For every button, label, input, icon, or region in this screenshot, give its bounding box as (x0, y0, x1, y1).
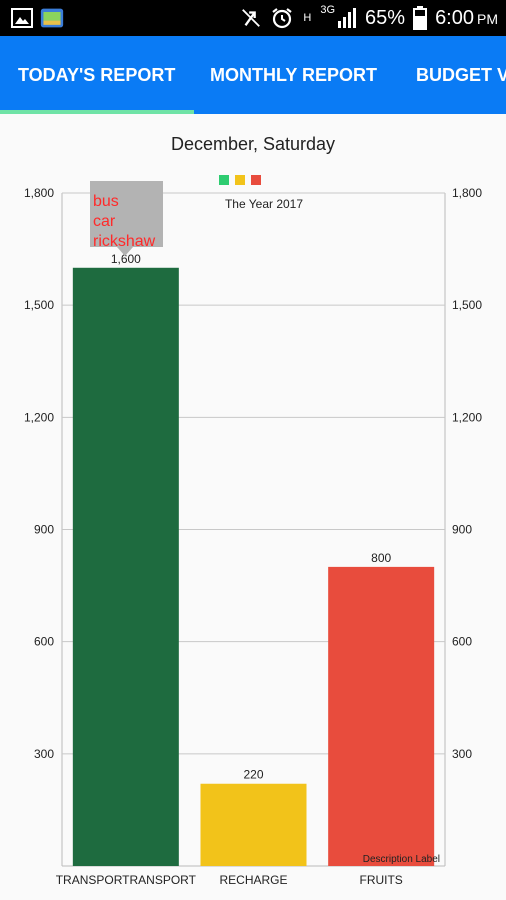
bar-chart: December, Saturday 3006009001,2001,5001,… (24, 134, 482, 887)
tab-bar: TODAY'S REPORT MONTHLY REPORT BUDGET V (0, 36, 506, 114)
battery-icon (413, 6, 428, 30)
chart-title: December, Saturday (171, 134, 335, 154)
y-tick-label: 1,500 (24, 298, 54, 312)
legend-swatch (219, 175, 229, 185)
status-bar: H 3G 65% 6:00 PM (0, 0, 506, 36)
y-tick-label: 1,200 (452, 410, 482, 424)
legend-label: The Year 2017 (225, 197, 303, 211)
y-tick-label: 1,200 (24, 410, 54, 424)
tab-monthly-report[interactable]: MONTHLY REPORT (210, 65, 378, 85)
y-axis-left: 300 600 900 1,200 1,500 1,800 (24, 186, 54, 761)
y-tick-label: 900 (452, 523, 472, 537)
y-axis-right: 300 600 900 1,200 1,500 1,800 (452, 186, 482, 761)
y-tick-label: 300 (452, 747, 472, 761)
bar-value-label: 220 (243, 768, 263, 782)
bars: 1,600 TRANSPORTRANSPORT 220 RECHARGE 800 FRUI… (56, 252, 435, 887)
mute-icon (242, 9, 261, 27)
bar-recharge (200, 783, 307, 866)
description-label: Description Label (363, 854, 440, 865)
clock-time: 6:00 PM (435, 6, 498, 29)
bar-fruits (328, 566, 435, 866)
battery-percent: 65% (365, 6, 406, 29)
marker-view: bus car rickshaw (90, 181, 163, 256)
marker-pointer (117, 247, 133, 256)
y-tick-label: 600 (452, 635, 472, 649)
chart-legend: The Year 2017 (219, 175, 303, 211)
bar-value-label: 1,600 (111, 252, 141, 266)
y-tick-label: 1,800 (452, 186, 482, 200)
y-tick-label: 1,800 (24, 186, 54, 200)
marker-item: car (93, 213, 116, 230)
legend-swatch (251, 175, 261, 185)
gallery-app-icon (40, 8, 64, 28)
network-h-label: H (303, 12, 312, 24)
tab-todays-report[interactable]: TODAY'S REPORT (18, 65, 176, 85)
legend-swatch (235, 175, 245, 185)
signal-icon (338, 8, 357, 28)
y-tick-label: 600 (34, 635, 54, 649)
marker-box (90, 181, 163, 247)
marker-item: rickshaw (93, 233, 156, 250)
y-tick-label: 1,500 (452, 298, 482, 312)
y-tick-label: 900 (34, 523, 54, 537)
alarm-icon (272, 8, 293, 29)
tab-budget[interactable]: BUDGET V (416, 65, 506, 85)
y-tick-label: 300 (34, 747, 54, 761)
image-icon (11, 8, 33, 28)
x-tick-label: RECHARGE (219, 873, 287, 887)
tab-selected-indicator (0, 110, 194, 114)
marker-item: bus (93, 193, 119, 210)
bar-transportransport (72, 267, 179, 866)
x-tick-label: TRANSPORTRANSPORT (56, 873, 197, 887)
network-type-label: 3G (320, 4, 336, 16)
bar-value-label: 800 (371, 551, 391, 565)
x-tick-label: FRUITS (359, 873, 402, 887)
